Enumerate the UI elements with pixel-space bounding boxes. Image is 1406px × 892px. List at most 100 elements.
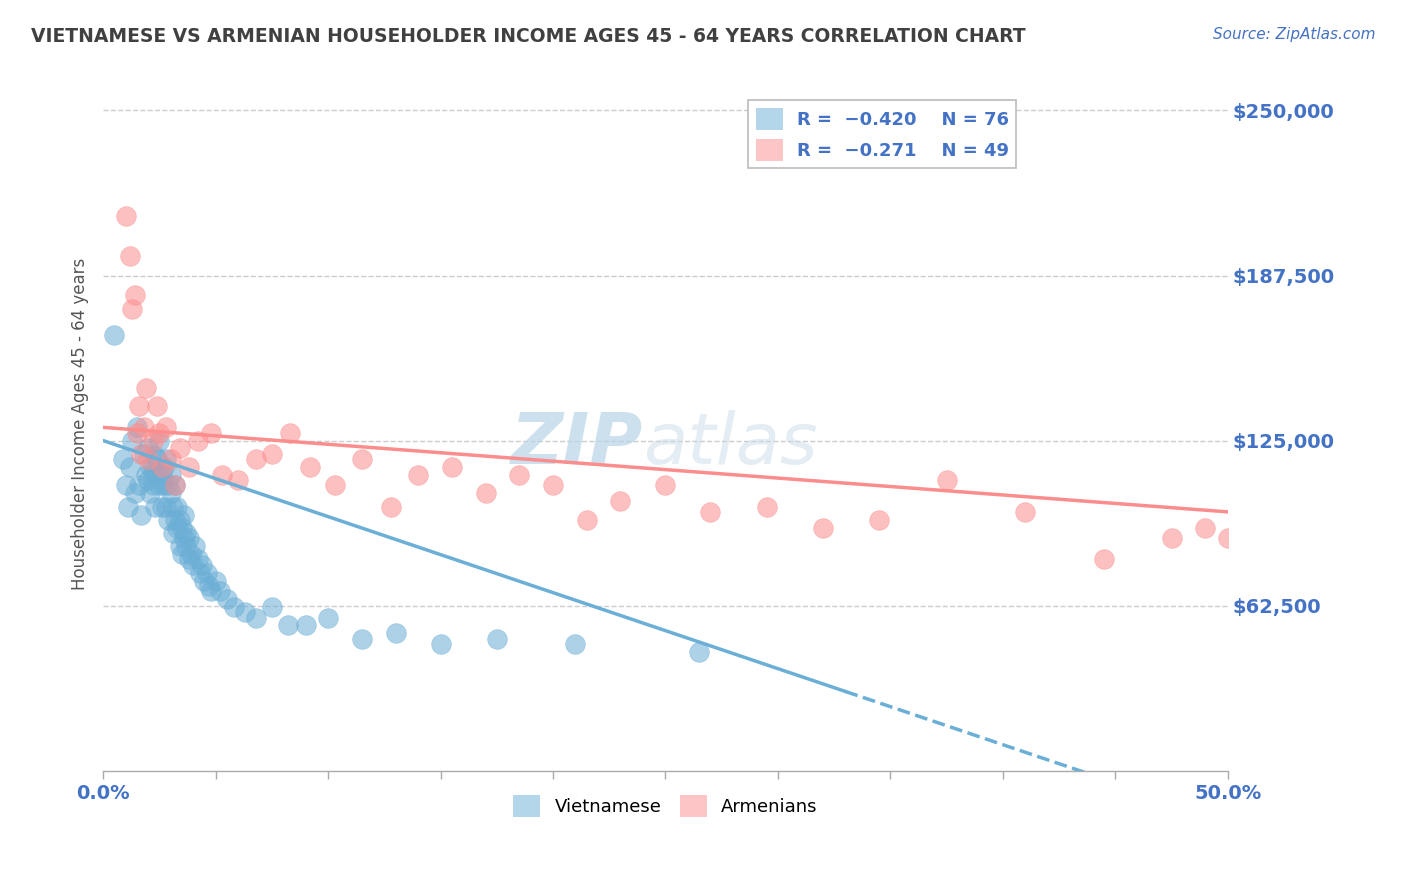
Point [654, 478, 676, 492]
Point [117, 500, 139, 514]
Point [120, 460, 142, 475]
Point [609, 494, 631, 508]
Point [166, 521, 188, 535]
Point [173, 508, 195, 522]
Point [299, 460, 322, 475]
Point [245, 452, 267, 467]
Point [150, 460, 173, 475]
Point [128, 399, 150, 413]
Text: VIETNAMESE VS ARMENIAN HOUSEHOLDER INCOME AGES 45 - 64 YEARS CORRELATION CHART: VIETNAMESE VS ARMENIAN HOUSEHOLDER INCOM… [31, 27, 1025, 45]
Point [193, 574, 215, 588]
Point [184, 539, 207, 553]
Point [868, 513, 890, 527]
Point [177, 552, 200, 566]
Point [125, 420, 148, 434]
Point [1216, 531, 1239, 545]
Point [135, 467, 157, 482]
Point [222, 599, 245, 614]
Point [195, 566, 218, 580]
Point [380, 500, 402, 514]
Point [103, 327, 125, 342]
Point [169, 513, 191, 527]
Text: atlas: atlas [643, 410, 817, 479]
Point [148, 434, 170, 448]
Point [187, 552, 209, 566]
Point [157, 478, 180, 492]
Point [159, 486, 181, 500]
Point [155, 500, 177, 514]
Point [316, 610, 339, 624]
Point [165, 478, 187, 492]
Point [114, 209, 136, 223]
Point [350, 452, 373, 467]
Point [143, 450, 166, 464]
Point [209, 584, 232, 599]
Point [135, 381, 157, 395]
Point [294, 618, 316, 632]
Point [350, 632, 373, 646]
Point [177, 531, 200, 545]
Point [245, 610, 267, 624]
Point [575, 513, 598, 527]
Point [1160, 531, 1182, 545]
Point [132, 447, 155, 461]
Point [153, 460, 176, 475]
Point [136, 452, 159, 467]
Point [198, 579, 221, 593]
Point [124, 486, 146, 500]
Point [1014, 505, 1036, 519]
Point [204, 574, 226, 588]
Point [139, 460, 162, 475]
Point [277, 618, 299, 632]
Point [191, 558, 214, 572]
Point [1092, 552, 1115, 566]
Point [146, 452, 169, 467]
Point [121, 301, 143, 316]
Point [688, 645, 710, 659]
Point [146, 399, 169, 413]
Point [153, 478, 176, 492]
Point [211, 467, 233, 482]
Point [159, 452, 181, 467]
Point [541, 478, 564, 492]
Point [187, 434, 209, 448]
Point [120, 249, 142, 263]
Point [155, 420, 177, 434]
Point [148, 425, 170, 440]
Point [136, 442, 159, 456]
Point [114, 478, 136, 492]
Point [173, 531, 195, 545]
Point [406, 467, 429, 482]
Point [200, 425, 222, 440]
Legend: Vietnamese, Armenians: Vietnamese, Armenians [506, 788, 825, 824]
Point [215, 592, 238, 607]
Point [564, 637, 586, 651]
Text: ZIP: ZIP [510, 410, 643, 479]
Point [159, 467, 181, 482]
Point [440, 460, 463, 475]
Point [121, 434, 143, 448]
Point [200, 584, 222, 599]
Point [142, 434, 165, 448]
Point [155, 452, 177, 467]
Point [508, 467, 530, 482]
Point [176, 526, 198, 541]
Point [124, 288, 146, 302]
Point [278, 425, 301, 440]
Point [131, 447, 153, 461]
Point [233, 605, 256, 619]
Point [260, 599, 283, 614]
Point [112, 452, 135, 467]
Point [170, 547, 193, 561]
Text: Source: ZipAtlas.com: Source: ZipAtlas.com [1212, 27, 1375, 42]
Point [165, 478, 187, 492]
Point [150, 467, 173, 482]
Point [169, 442, 191, 456]
Point [150, 500, 173, 514]
Point [143, 500, 166, 514]
Point [935, 473, 957, 487]
Point [811, 521, 834, 535]
Point [474, 486, 496, 500]
Point [170, 521, 193, 535]
Point [132, 420, 155, 434]
